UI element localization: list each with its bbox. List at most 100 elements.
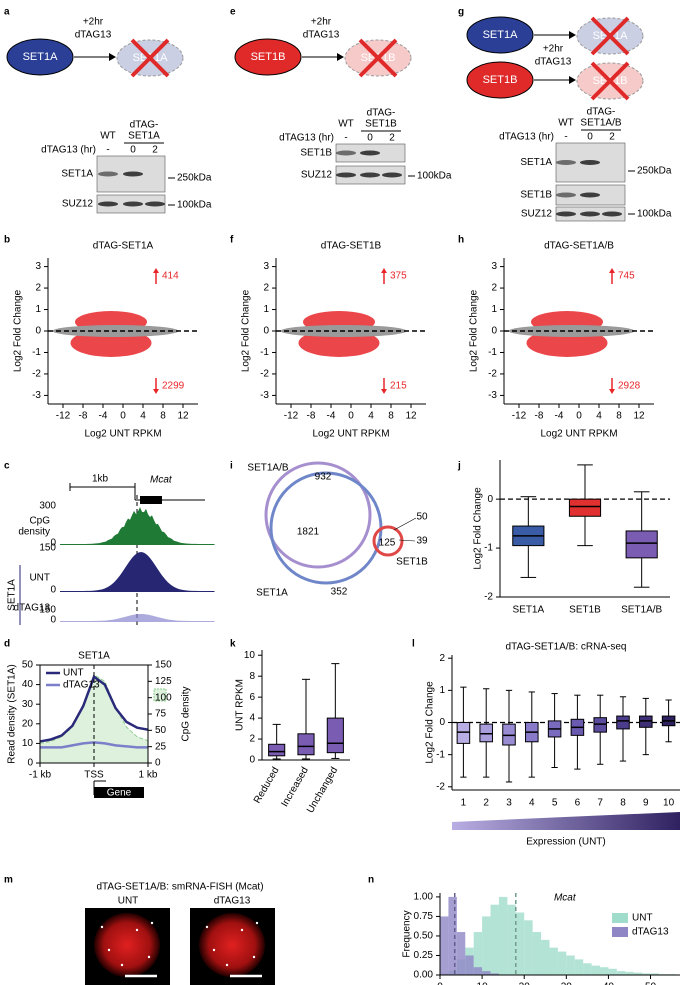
legend-label: dTAG13 [63,680,100,691]
protein [466,61,534,99]
x-tick-label: -8 [535,411,544,422]
y-tick-label: 1.00 [414,892,434,903]
y-axis-label: Log2 Fold Change [469,289,480,372]
x-tick-label: 4 [140,411,146,422]
bar [482,971,491,975]
protein-label: SET1A [23,51,59,63]
down-count: 2299 [162,381,185,392]
spot [120,963,124,967]
spot [100,925,104,929]
chart-title: dTAG-SET1B [321,241,382,252]
y-tick-label: 125 [155,676,172,687]
bar [557,951,567,975]
panel-label: c [4,461,10,472]
region-count: 39 [416,536,428,547]
spot [252,955,256,959]
spot [205,925,209,929]
spot [225,963,229,967]
row-label: SET1A [61,169,93,180]
image-title: dTAG-SET1A/B: smRNA-FISH (Mcat) [96,882,263,893]
marker-label: 100kDa [417,171,452,182]
y-tick-label: -2 [436,781,445,792]
x-tick-label: 8 [388,411,394,422]
x-tick-label: 20 [519,982,531,985]
time-label: dTAG13 (hr) [41,145,96,156]
arrow-head [381,268,387,273]
arrow-head [569,76,576,84]
x-tick-label: 4 [529,798,535,809]
image-label: UNT [118,896,139,907]
marker-label: 100kDa [637,209,672,220]
box [502,723,516,746]
down-count: 2928 [618,381,641,392]
blot-header: SET1A/B [580,118,621,129]
band [382,172,402,178]
y-tick-label: 0.25 [414,950,434,961]
y-tick-label: -2 [484,592,493,603]
x-tick-label: TSS [84,770,104,781]
row-label: SET1B [300,148,332,159]
bar [549,947,558,975]
band [145,201,165,207]
chart-title: Mcat [554,893,577,904]
x-tick-label: 7 [597,798,603,809]
x-axis-label: Log2 UNT RPKM [312,429,389,440]
bar [600,967,609,975]
x-tick-label: -12 [56,411,71,422]
band [336,172,356,178]
marker-label: 100kDa [177,200,212,211]
y-tick-label: 1 [263,304,269,315]
panel-label: f [230,235,234,246]
protein [234,38,302,76]
marker-label: 250kDa [177,173,212,184]
x-tick-label: 8 [160,411,166,422]
panel-label: e [230,7,236,18]
box [297,733,315,756]
band [556,192,576,198]
venn-set [372,525,404,557]
bar [498,896,508,975]
row-label: SET1B [520,190,552,201]
arrow-head [381,389,387,394]
y-tick-label: 0 [27,758,33,769]
x-tick-label: 0 [437,982,443,985]
venn-set [264,461,372,569]
spot [255,921,259,925]
band [98,201,118,207]
time-label: 2 [152,145,158,156]
track-label: UNT [29,573,50,584]
x-tick-label: SET1B [569,605,601,616]
x-tick-label: -4 [327,411,336,422]
x-tick-label: 50 [645,982,657,985]
y-tick-label: 3 [35,261,41,272]
row-label: SUZ12 [301,170,333,181]
bar [490,904,499,975]
band [123,201,143,207]
marker-label: 250kDa [637,166,672,177]
x-axis-label: Expression (UNT) [526,837,605,848]
x-tick-label: SET1A [512,605,544,616]
y-tick-label: -1 [32,347,41,358]
y-tick-label: 2 [491,283,497,294]
y-tick-label: -2 [260,369,269,380]
x-tick-label: -8 [79,411,88,422]
panel-label: i [230,461,233,472]
y-axis-label: UNT RPKM [235,679,246,731]
time-label: - [106,145,109,156]
arrow-head [109,53,116,61]
y-tick-label: 150 [155,660,172,671]
up-count: 414 [162,271,179,282]
x-tick-label: 0 [576,411,582,422]
protein-label: SET1B [483,74,518,86]
y-tick-label: 0 [491,326,497,337]
track-range: 150 [39,543,56,554]
line [39,674,149,743]
arrow-head [609,268,615,273]
up-count: 745 [618,271,635,282]
y-tick-label: 30 [22,699,34,710]
spot [135,928,139,932]
bar [440,916,449,975]
bar [642,973,651,975]
leader [398,539,416,542]
band [580,211,600,217]
